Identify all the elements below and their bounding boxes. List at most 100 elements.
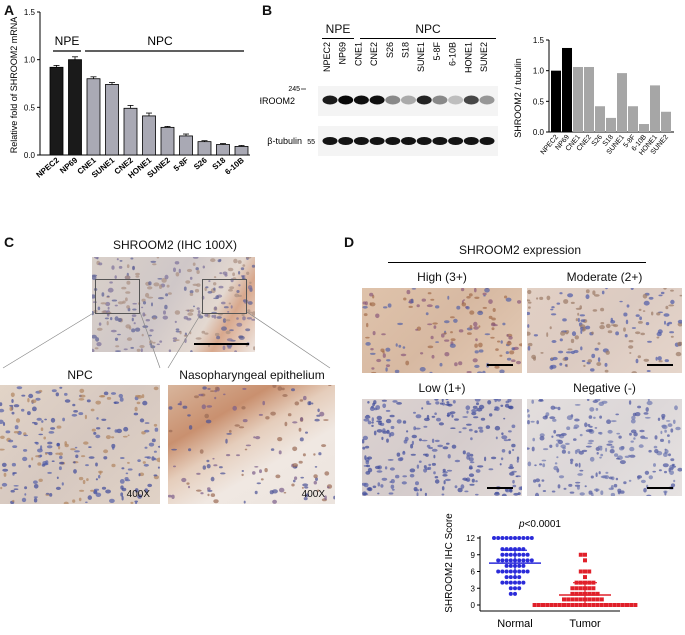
cell-nucleus (93, 488, 100, 491)
cell-nucleus (115, 345, 120, 348)
cell-nucleus (484, 288, 490, 293)
panel-a-bar-chart: Relative fold of SHROOM2 mRNA NPE NPC 0.… (9, 8, 250, 180)
cell-nucleus (1, 482, 8, 487)
cell-nucleus (238, 335, 245, 340)
cell-nucleus (562, 318, 567, 322)
cell-nucleus (186, 482, 190, 485)
cell-nucleus (597, 357, 601, 362)
cell-nucleus (197, 310, 201, 314)
cell-nucleus (362, 439, 365, 444)
cell-nucleus (429, 371, 433, 373)
cell-nucleus (480, 417, 486, 421)
cell-nucleus (98, 322, 102, 326)
cell-nucleus (509, 472, 515, 476)
scatter-point-normal (500, 569, 505, 574)
cell-nucleus (395, 474, 400, 479)
cell-nucleus (64, 443, 69, 448)
cell-nucleus (567, 451, 571, 454)
cell-nucleus (549, 444, 553, 448)
cell-nucleus (500, 457, 504, 461)
cell-nucleus (318, 452, 322, 456)
cell-nucleus (245, 328, 251, 332)
cell-nucleus (33, 484, 39, 489)
cell-nucleus (635, 358, 639, 364)
cell-nucleus (33, 497, 38, 503)
cell-nucleus (139, 418, 145, 423)
cell-nucleus (555, 434, 562, 437)
cell-nucleus (156, 257, 160, 259)
cell-nucleus (242, 316, 246, 321)
cell-nucleus (579, 469, 584, 472)
cell-nucleus (367, 420, 372, 425)
cell-nucleus (433, 325, 437, 329)
cell-nucleus (580, 319, 586, 323)
cell-nucleus (105, 489, 111, 494)
cell-nucleus (138, 473, 141, 477)
cell-nucleus (189, 290, 194, 294)
cell-nucleus (74, 446, 78, 449)
cell-nucleus (141, 394, 145, 399)
cell-nucleus (623, 327, 626, 332)
cell-nucleus (171, 448, 177, 451)
cell-nucleus (509, 463, 513, 468)
panel-a-npc-label: NPC (147, 34, 173, 48)
ratio-bar-CNE1 (573, 66, 583, 132)
cell-nucleus (55, 486, 61, 490)
cell-nucleus (420, 352, 424, 355)
tubulin-band-CNE2 (369, 137, 385, 145)
cell-nucleus (106, 396, 112, 400)
cell-nucleus (101, 310, 107, 314)
cell-nucleus (468, 473, 475, 477)
cell-nucleus (95, 400, 101, 405)
cell-nucleus (533, 479, 537, 483)
cell-nucleus (413, 426, 417, 431)
cell-nucleus (654, 449, 659, 454)
cell-nucleus (221, 301, 226, 305)
cell-nucleus (75, 454, 79, 459)
cell-nucleus (423, 417, 430, 422)
cell-nucleus (117, 301, 124, 305)
cell-nucleus (139, 345, 145, 348)
cell-nucleus (202, 265, 205, 269)
cell-nucleus (595, 446, 601, 451)
scatter-point-normal (496, 536, 501, 540)
cell-nucleus (371, 421, 374, 424)
cell-nucleus (651, 311, 654, 316)
cell-nucleus (599, 325, 605, 330)
cell-nucleus (116, 258, 119, 261)
scatter-point-normal (504, 558, 509, 563)
cell-nucleus (516, 456, 520, 460)
scatter-point-normal (517, 558, 522, 563)
cell-nucleus (213, 276, 217, 279)
cell-nucleus (195, 489, 202, 492)
cell-nucleus (663, 288, 667, 290)
cell-nucleus (32, 406, 37, 412)
cell-nucleus (251, 311, 255, 316)
cell-nucleus (377, 492, 380, 495)
cell-nucleus (33, 480, 38, 484)
cell-nucleus (473, 416, 479, 419)
zoom-title-npc: NPC (67, 368, 93, 382)
scatter-point-tumor (599, 597, 604, 602)
cell-nucleus (133, 322, 136, 325)
cell-nucleus (576, 485, 580, 490)
cell-nucleus (210, 258, 216, 263)
cell-nucleus (198, 393, 204, 397)
cell-nucleus (35, 397, 41, 401)
cell-nucleus (213, 314, 217, 319)
cell-nucleus (506, 357, 512, 361)
cell-nucleus (229, 286, 235, 290)
cell-nucleus (538, 483, 541, 488)
panel-c-title: SHROOM2 (IHC 100X) (112, 238, 238, 252)
shroom2-band-S18 (401, 95, 416, 105)
panel-a-bar-CNE1 (86, 78, 101, 156)
cell-nucleus (205, 286, 209, 289)
cell-nucleus (23, 434, 28, 437)
scatter-point-tumor (591, 586, 596, 591)
cell-nucleus (213, 287, 216, 291)
cell-nucleus (184, 338, 187, 343)
cell-nucleus (313, 474, 318, 479)
cell-nucleus (109, 498, 115, 503)
cell-nucleus (126, 337, 133, 341)
cell-nucleus (277, 386, 283, 391)
